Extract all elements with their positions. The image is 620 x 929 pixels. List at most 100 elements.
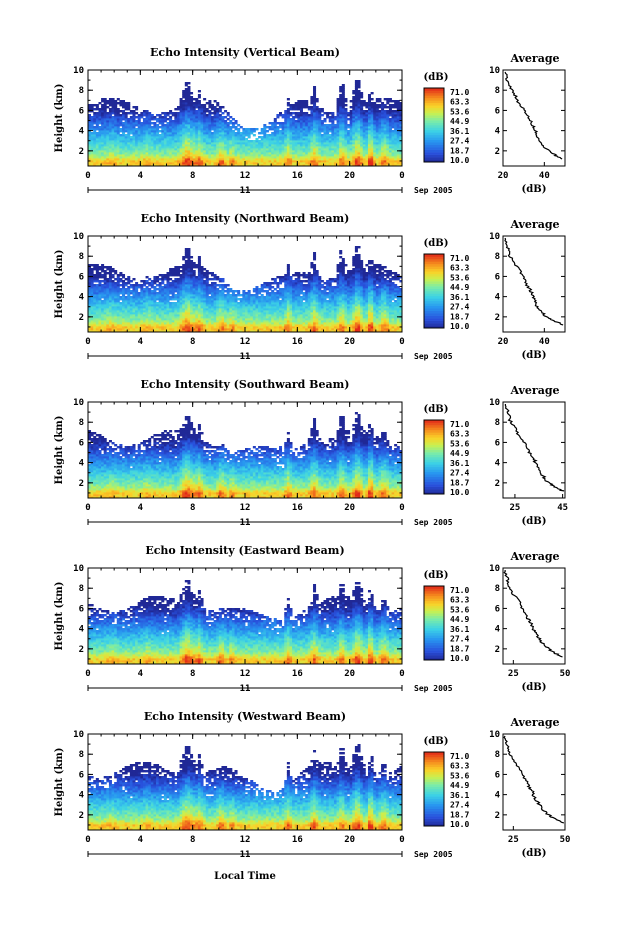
heatmap-cell	[210, 132, 214, 135]
heatmap-cell	[307, 154, 311, 157]
heatmap-cell	[297, 104, 301, 107]
heatmap-cell	[174, 164, 178, 167]
heatmap-cell	[221, 150, 225, 153]
heatmap-cell	[150, 142, 154, 145]
heatmap-cell	[124, 158, 128, 161]
heatmap-cell	[271, 150, 275, 153]
heatmap-cell	[292, 134, 296, 137]
heatmap-cell	[294, 104, 298, 107]
heatmap-cell	[195, 102, 199, 105]
heatmap-cell	[90, 120, 94, 123]
heatmap-cell	[341, 140, 345, 143]
heatmap-cell	[305, 106, 309, 109]
heatmap-cell	[339, 154, 343, 157]
heatmap-cell	[221, 134, 225, 137]
heatmap-cell	[171, 130, 175, 133]
heatmap-cell	[299, 114, 303, 117]
heatmap-cell	[247, 160, 251, 163]
heatmap-cell	[127, 102, 131, 105]
heatmap-cell	[216, 108, 220, 111]
heatmap-cell	[114, 136, 118, 139]
heatmap-cell	[323, 152, 327, 155]
heatmap-cell	[119, 284, 123, 287]
heatmap-cell	[145, 126, 149, 129]
heatmap-cell	[226, 150, 230, 153]
heatmap-cell	[187, 140, 191, 143]
heatmap-cell	[260, 144, 264, 147]
heatmap-cell	[197, 108, 201, 111]
heatmap-cell	[263, 140, 267, 143]
heatmap-cell	[273, 142, 277, 145]
heatmap-cell	[195, 148, 199, 151]
heatmap-cell	[320, 130, 324, 133]
heatmap-cell	[336, 150, 340, 153]
heatmap-cell	[310, 114, 314, 117]
heatmap-cell	[98, 112, 102, 115]
heatmap-cell	[98, 120, 102, 123]
heatmap-cell	[153, 134, 157, 137]
heatmap-cell	[103, 126, 107, 129]
heatmap-cell	[224, 162, 228, 165]
heatmap-cell	[299, 124, 303, 127]
heatmap-cell	[213, 158, 217, 161]
heatmap-cell	[140, 148, 144, 151]
heatmap-cell	[132, 160, 136, 163]
heatmap-cell	[284, 136, 288, 139]
heatmap-cell	[250, 162, 254, 165]
heatmap-cell	[388, 98, 392, 101]
heatmap-cell	[148, 282, 152, 285]
colorbar-band	[424, 129, 444, 133]
heatmap-cell	[153, 138, 157, 141]
heatmap-cell	[174, 160, 178, 163]
heatmap-cell	[205, 114, 209, 117]
heatmap-cell	[179, 120, 183, 123]
heatmap-cell	[292, 108, 296, 111]
heatmap-cell	[305, 140, 309, 143]
heatmap-cell	[323, 144, 327, 147]
heatmap-cell	[200, 152, 204, 155]
heatmap-cell	[161, 138, 165, 141]
heatmap-cell	[169, 112, 173, 115]
heatmap-cell	[190, 108, 194, 111]
heatmap-cell	[292, 162, 296, 165]
heatmap-cell	[179, 132, 183, 135]
heatmap-cell	[116, 160, 120, 163]
heatmap-cell	[124, 104, 128, 107]
heatmap-cell	[205, 140, 209, 143]
heatmap-cell	[184, 150, 188, 153]
heatmap-cell	[171, 132, 175, 135]
heatmap-cell	[231, 140, 235, 143]
heatmap-cell	[302, 120, 306, 123]
heatmap-cell	[179, 156, 183, 159]
heatmap-cell	[339, 90, 343, 93]
heatmap-cell	[148, 148, 152, 151]
heatmap-cell	[310, 110, 314, 113]
heatmap-cell	[218, 162, 222, 165]
heatmap-cell	[213, 160, 217, 163]
heatmap-cell	[229, 142, 233, 145]
heatmap-cell	[307, 140, 311, 143]
heatmap-cell	[313, 136, 317, 139]
heatmap-cell	[299, 146, 303, 149]
heatmap-cell	[339, 164, 343, 167]
heatmap-cell	[114, 112, 118, 115]
heatmap-cell	[292, 142, 296, 145]
heatmap-cell	[299, 164, 303, 167]
heatmap-cell	[137, 138, 141, 141]
heatmap-cell	[142, 128, 146, 131]
heatmap-cell	[279, 122, 283, 125]
heatmap-cell	[263, 130, 267, 133]
heatmap-cell	[192, 118, 196, 121]
heatmap-cell	[174, 148, 178, 151]
heatmap-cell	[88, 158, 92, 161]
heatmap-cell	[150, 146, 154, 149]
x-tick-label: 8	[190, 171, 195, 181]
heatmap-cell	[357, 80, 361, 83]
heatmap-cell	[213, 130, 217, 133]
heatmap-cell	[111, 138, 115, 141]
heatmap-cell	[142, 154, 146, 157]
heatmap-cell	[90, 108, 94, 111]
heatmap-cell	[129, 120, 133, 123]
heatmap-cell	[213, 138, 217, 141]
heatmap-cell	[187, 124, 191, 127]
